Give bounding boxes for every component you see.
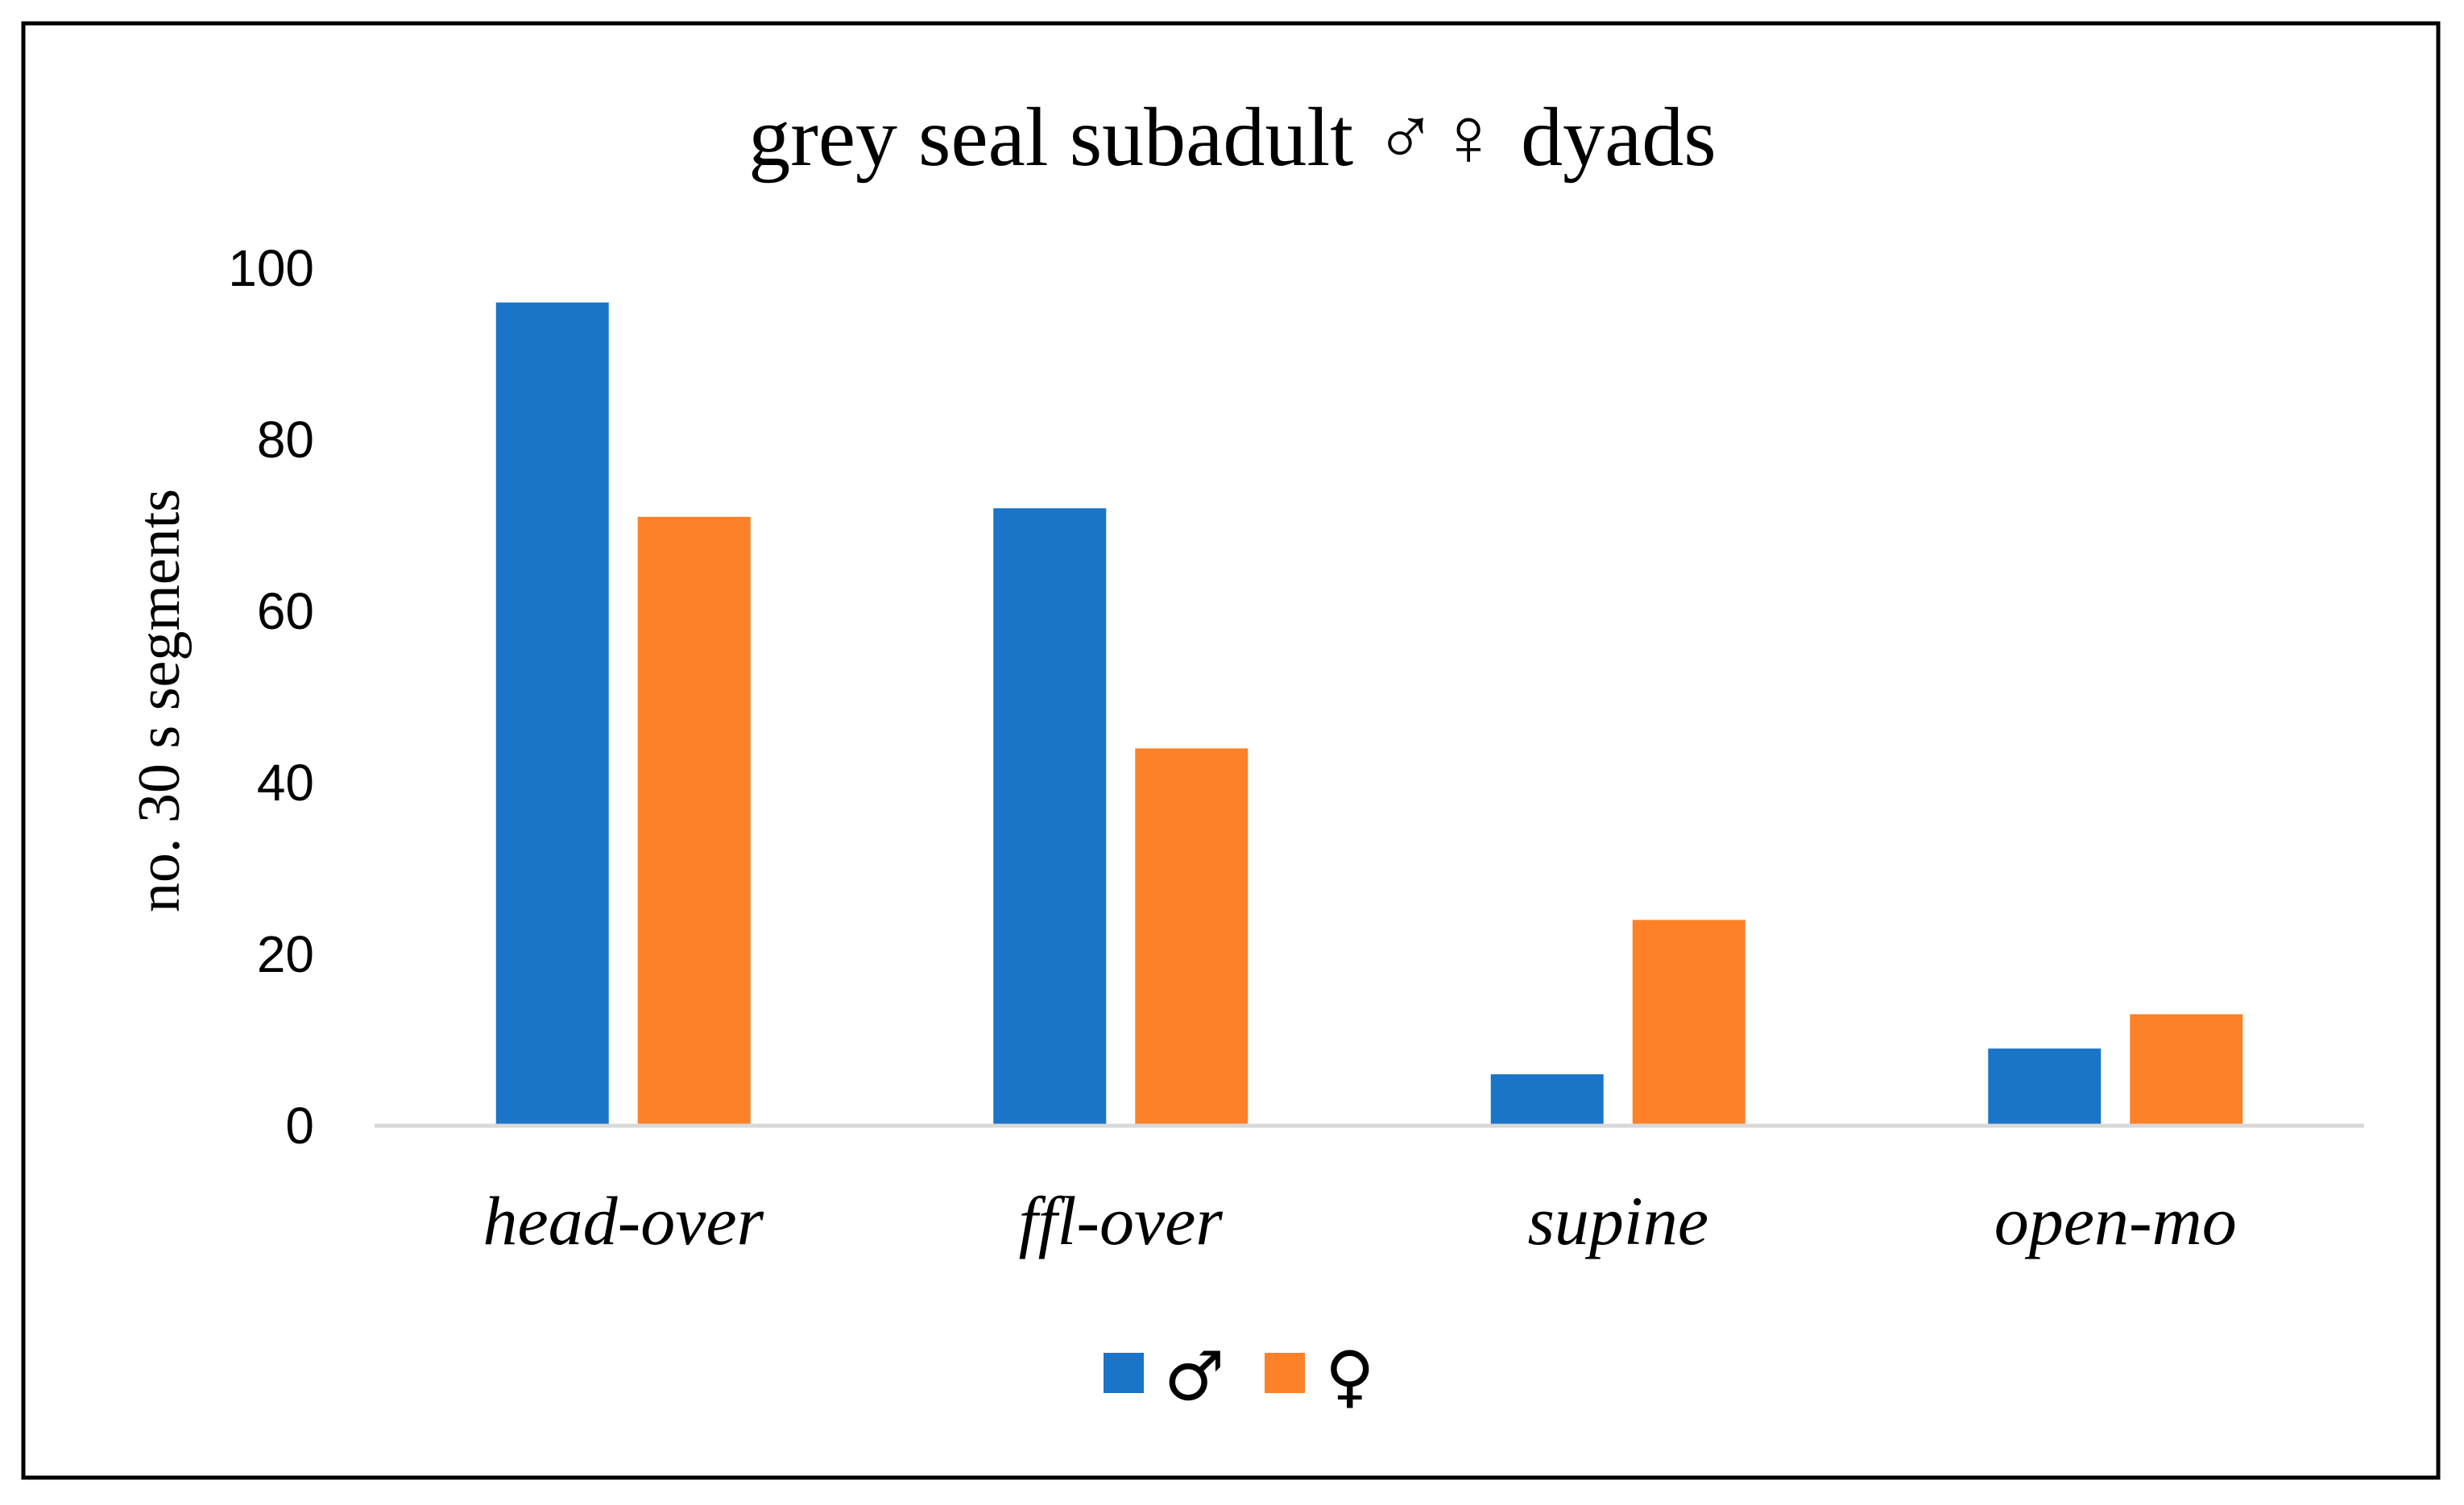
legend-label: ♀ <box>1325 1337 1375 1416</box>
y-tick-label: 20 <box>257 925 314 983</box>
x-tick-label: supine <box>1527 1182 1708 1259</box>
legend: ♂ ♀ <box>1104 1337 1375 1416</box>
legend-swatch-series-1 <box>1265 1353 1305 1393</box>
y-tick-label: 60 <box>257 582 314 640</box>
y-tick-label: 0 <box>285 1097 314 1155</box>
y-tick-label: 100 <box>228 239 314 297</box>
chart-title: grey seal subadult ♂♀ dyads <box>748 91 1717 184</box>
y-axis-ticks: 0 20 40 60 80 100 <box>228 239 314 1155</box>
y-tick-label: 40 <box>257 754 314 812</box>
x-tick-label: ffl-over <box>1019 1182 1224 1259</box>
x-tick-label: head-over <box>482 1182 764 1259</box>
x-axis-ticks: head-over ffl-over supine open-mo <box>482 1182 2236 1259</box>
bar-supine-series-0 <box>1490 1074 1604 1126</box>
bar-head-over-series-0 <box>495 302 609 1127</box>
bar-open-mo-series-1 <box>2130 1014 2243 1126</box>
y-axis-label: no. 30 s segments <box>126 489 193 912</box>
legend-label: ♂ <box>1164 1337 1224 1416</box>
x-tick-label: open-mo <box>1994 1182 2237 1259</box>
bar-supine-series-1 <box>1632 920 1746 1126</box>
bar-ffl-over-series-0 <box>993 508 1107 1126</box>
bar-head-over-series-1 <box>637 516 751 1126</box>
legend-swatch-series-0 <box>1104 1353 1144 1393</box>
bar-open-mo-series-0 <box>1988 1048 2102 1126</box>
bars <box>495 302 2243 1127</box>
y-tick-label: 80 <box>257 411 314 469</box>
bar-ffl-over-series-1 <box>1135 748 1249 1126</box>
